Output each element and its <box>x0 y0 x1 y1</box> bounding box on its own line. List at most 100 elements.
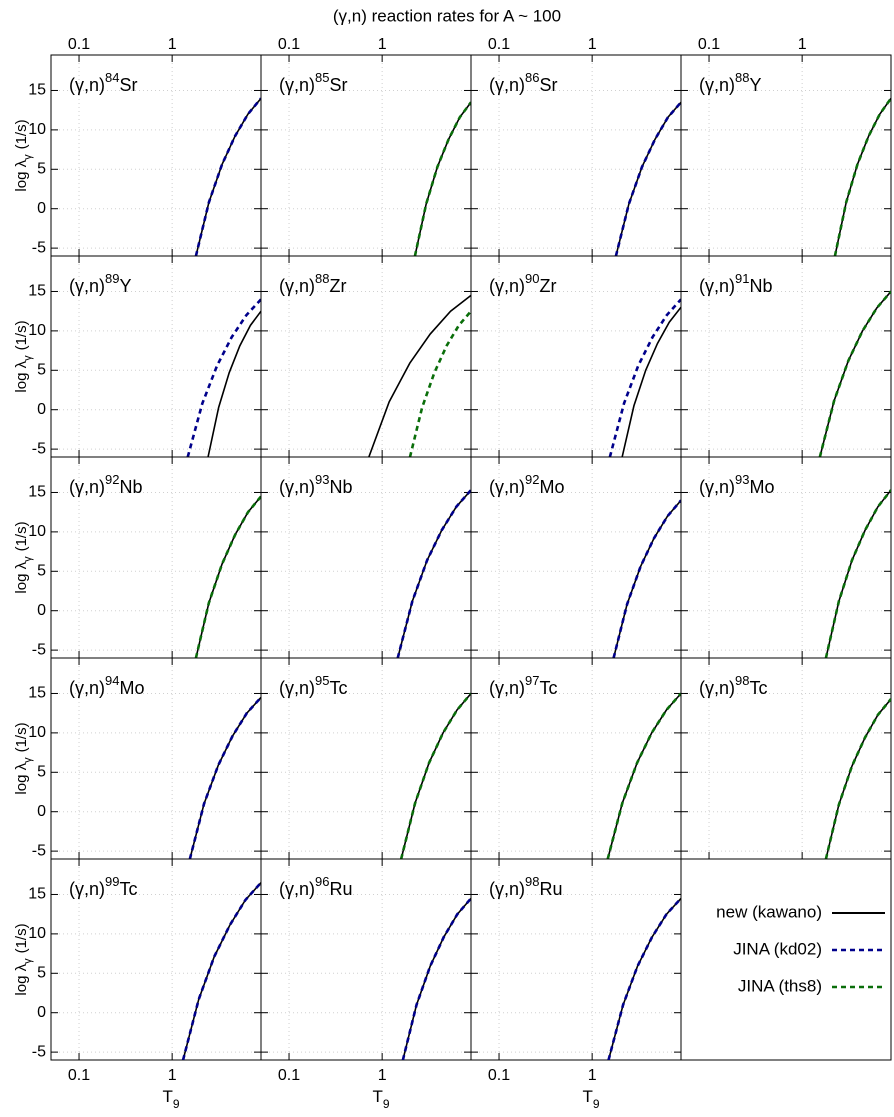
series-line <box>615 101 681 256</box>
panel-label-reaction: (γ,n) <box>69 678 105 698</box>
chart-title: (γ,n) reaction rates for A ~ 100 <box>333 6 561 25</box>
series-line <box>606 692 681 859</box>
x-tick-label: 1 <box>588 1067 597 1084</box>
y-axis-label-main: log λ <box>13 360 30 392</box>
series-line <box>182 882 261 1060</box>
y-tick-label: 15 <box>28 283 46 300</box>
panel-label-mass: 92 <box>105 472 119 487</box>
panel-label: (γ,n)93Mo <box>699 472 774 497</box>
panel-label-mass: 86 <box>525 70 539 85</box>
panel-label: (γ,n)98Ru <box>489 874 562 899</box>
x-tick-label: 0.1 <box>278 36 300 53</box>
panel-label: (γ,n)85Sr <box>279 70 347 95</box>
series-line <box>396 489 471 658</box>
series-line <box>612 499 681 658</box>
series-line <box>612 499 681 658</box>
panel-label: (γ,n)97Tc <box>489 673 557 698</box>
x-tick-label: 0.1 <box>488 36 510 53</box>
x-axis-label: T9 <box>582 1087 599 1111</box>
series-line <box>824 698 891 859</box>
panel-label-element: Y <box>119 276 131 296</box>
panel-label: (γ,n)92Mo <box>489 472 564 497</box>
panel-label-mass: 88 <box>735 70 749 85</box>
y-axis-label-unit: (1/s) <box>13 923 30 953</box>
legend-label: JINA (kd02) <box>733 939 822 958</box>
panel-label: (γ,n)95Tc <box>279 673 347 698</box>
x-axis-label-sub: 9 <box>173 1097 180 1111</box>
y-tick-label: -5 <box>32 842 46 859</box>
panel-label-element: Sr <box>119 75 137 95</box>
panel-label-reaction: (γ,n) <box>699 75 735 95</box>
y-tick-label: -5 <box>32 239 46 256</box>
y-axis-label-unit: (1/s) <box>13 722 30 752</box>
series-line <box>188 696 261 859</box>
series-line <box>413 101 471 256</box>
panel-label: (γ,n)90Zr <box>489 271 556 296</box>
panel-label-mass: 98 <box>735 673 749 688</box>
series-line <box>607 897 681 1060</box>
panel-label-reaction: (γ,n) <box>279 879 315 899</box>
panel-label-mass: 98 <box>525 874 539 889</box>
y-axis-label-main: log λ <box>13 561 30 593</box>
panel-label-reaction: (γ,n) <box>699 477 735 497</box>
x-tick-label: 0.1 <box>68 36 90 53</box>
series-line <box>368 294 471 457</box>
series-line <box>401 897 471 1060</box>
series-line <box>207 310 261 457</box>
panel-label-reaction: (γ,n) <box>69 477 105 497</box>
panel-label-element: Sr <box>539 75 557 95</box>
panel-label-mass: 88 <box>315 271 329 286</box>
y-tick-label: 5 <box>37 965 46 982</box>
panel-label-element: Ru <box>539 879 562 899</box>
series-line <box>400 692 471 859</box>
y-axis-label-unit: (1/s) <box>13 119 30 149</box>
series-line <box>414 101 471 256</box>
y-tick-label: 15 <box>28 685 46 702</box>
y-tick-label: 10 <box>28 121 46 138</box>
panel-label: (γ,n)91Nb <box>699 271 772 296</box>
series-line <box>402 897 471 1060</box>
y-tick-label: 0 <box>37 1004 46 1021</box>
panel-label-mass: 91 <box>735 271 749 286</box>
y-tick-label: 10 <box>28 523 46 540</box>
series-line <box>195 97 261 256</box>
panel-label-element: Nb <box>329 477 352 497</box>
panel-label-mass: 92 <box>525 472 539 487</box>
series-line <box>621 306 681 457</box>
y-tick-label: -5 <box>32 641 46 658</box>
panel-label-element: Tc <box>329 678 347 698</box>
x-axis-label-main: T <box>162 1087 172 1106</box>
series-line <box>608 298 681 457</box>
series-line <box>606 692 681 859</box>
series-line <box>399 692 471 859</box>
series-line <box>834 97 891 256</box>
panel-label-reaction: (γ,n) <box>69 879 105 899</box>
panel-label: (γ,n)93Nb <box>279 472 352 497</box>
panel-label-mass: 84 <box>105 70 119 85</box>
panel-label-element: Zr <box>539 276 556 296</box>
y-axis-label-unit: (1/s) <box>13 320 30 350</box>
panel-label-reaction: (γ,n) <box>279 477 315 497</box>
y-axis-label-main: log λ <box>13 762 30 794</box>
panel-label-mass: 89 <box>105 271 119 286</box>
y-axis-label-main: log λ <box>13 159 30 191</box>
panel-label-reaction: (γ,n) <box>489 276 525 296</box>
y-axis-label-main: log λ <box>13 963 30 995</box>
y-axis-label: log λγ (1/s) <box>13 722 34 794</box>
panel-label-element: Tc <box>749 678 767 698</box>
series-line <box>614 101 681 256</box>
y-axis-label-sub: γ <box>22 355 34 361</box>
panel-label-element: Nb <box>749 276 772 296</box>
y-axis-label-sub: γ <box>22 958 34 964</box>
series-line <box>825 698 891 859</box>
panel-label: (γ,n)94Mo <box>69 673 144 698</box>
y-tick-label: 5 <box>37 362 46 379</box>
x-tick-label: 1 <box>378 1067 387 1084</box>
panel-label-mass: 93 <box>735 472 749 487</box>
panel-label: (γ,n)99Tc <box>69 874 137 899</box>
x-tick-label: 0.1 <box>278 1067 300 1084</box>
series-line <box>194 97 261 256</box>
y-axis-label-sub: γ <box>22 757 34 763</box>
x-axis-label-main: T <box>582 1087 592 1106</box>
legend-label: JINA (ths8) <box>738 976 822 995</box>
